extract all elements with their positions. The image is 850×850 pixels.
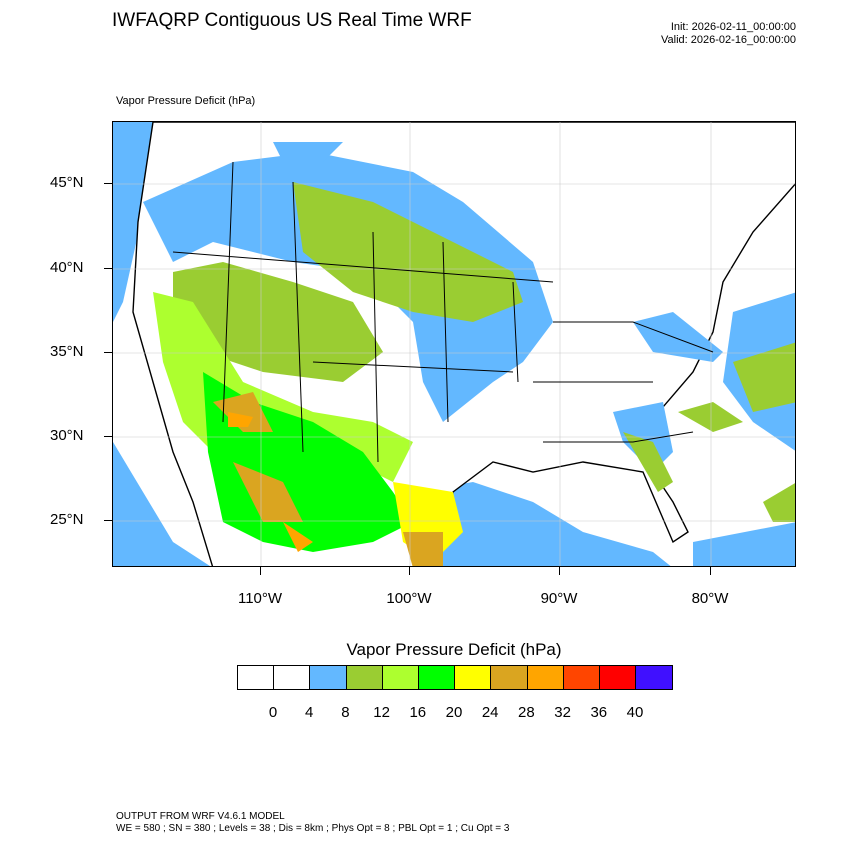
- colorbar-label: 0: [268, 704, 278, 721]
- lat-label: 40°N: [50, 259, 84, 276]
- colorbar-swatch: [418, 666, 456, 689]
- colorbar-label: 16: [409, 704, 427, 721]
- colorbar-swatch: [563, 666, 600, 689]
- lat-tick: [104, 268, 112, 269]
- colorbar-label: 32: [554, 704, 571, 721]
- colorbar-swatch: [527, 666, 564, 689]
- colorbar-label: 28: [518, 704, 535, 721]
- lon-tick: [260, 567, 261, 575]
- lat-tick: [104, 183, 112, 184]
- colorbar-title: Vapor Pressure Deficit (hPa): [346, 640, 562, 659]
- colorbar-label: 8: [341, 704, 350, 721]
- colorbar-label: 12: [373, 704, 390, 721]
- lat-tick: [104, 436, 112, 437]
- plot-title: IWFAQRP Contiguous US Real Time WRF: [112, 10, 472, 31]
- valid-time: Valid: 2026-02-16_00:00:00: [661, 34, 796, 46]
- colorbar-swatch: [310, 666, 347, 689]
- colorbar-label: 24: [481, 704, 499, 721]
- colorbar-swatch: [274, 666, 311, 689]
- colorbar-label: 4: [305, 704, 314, 721]
- colorbar-label: 20: [445, 704, 463, 721]
- field-label: Vapor Pressure Deficit (hPa): [116, 95, 256, 107]
- footer-line1: OUTPUT FROM WRF V4.6.1 MODEL: [116, 811, 285, 822]
- lon-label: 110°W: [237, 590, 283, 607]
- vpd-orange: [228, 412, 313, 552]
- map-canvas: [113, 122, 795, 566]
- lon-label: 90°W: [540, 590, 578, 607]
- lon-tick: [710, 567, 711, 575]
- init-time: Init: 2026-02-11_00:00:00: [670, 21, 796, 33]
- colorbar-swatch: [491, 666, 528, 689]
- colorbar-swatch: [238, 666, 275, 689]
- lat-tick: [104, 352, 112, 353]
- time-info: Init: 2026-02-11_00:00:00 Valid: 2026-02-…: [661, 21, 796, 47]
- lat-label: 30°N: [50, 427, 84, 444]
- model-footer: OUTPUT FROM WRF V4.6.1 MODEL WE = 580 ; S…: [116, 811, 509, 835]
- lon-tick: [559, 567, 560, 575]
- lon-label: 100°W: [386, 590, 432, 607]
- colorbar-swatch: [455, 666, 492, 689]
- lat-label: 35°N: [50, 343, 84, 360]
- colorbar: [237, 665, 674, 690]
- vpd-tan: [213, 392, 443, 566]
- vpd-map: [112, 121, 796, 567]
- footer-line2: WE = 580 ; SN = 380 ; Levels = 38 ; Dis …: [116, 823, 510, 834]
- colorbar-swatch: [636, 666, 673, 689]
- colorbar-swatch: [599, 666, 637, 689]
- ocean-green: [678, 342, 795, 522]
- lat-tick: [104, 520, 112, 521]
- lon-tick: [409, 567, 410, 575]
- colorbar-label: 40: [626, 704, 644, 721]
- lat-label: 45°N: [50, 174, 84, 191]
- colorbar-swatch: [382, 666, 419, 689]
- lon-label: 80°W: [691, 590, 729, 607]
- graticule: [113, 122, 795, 566]
- colorbar-swatch: [346, 666, 383, 689]
- colorbar-label: 36: [590, 704, 608, 721]
- state-borders: [172, 161, 714, 463]
- lat-label: 25°N: [50, 511, 84, 528]
